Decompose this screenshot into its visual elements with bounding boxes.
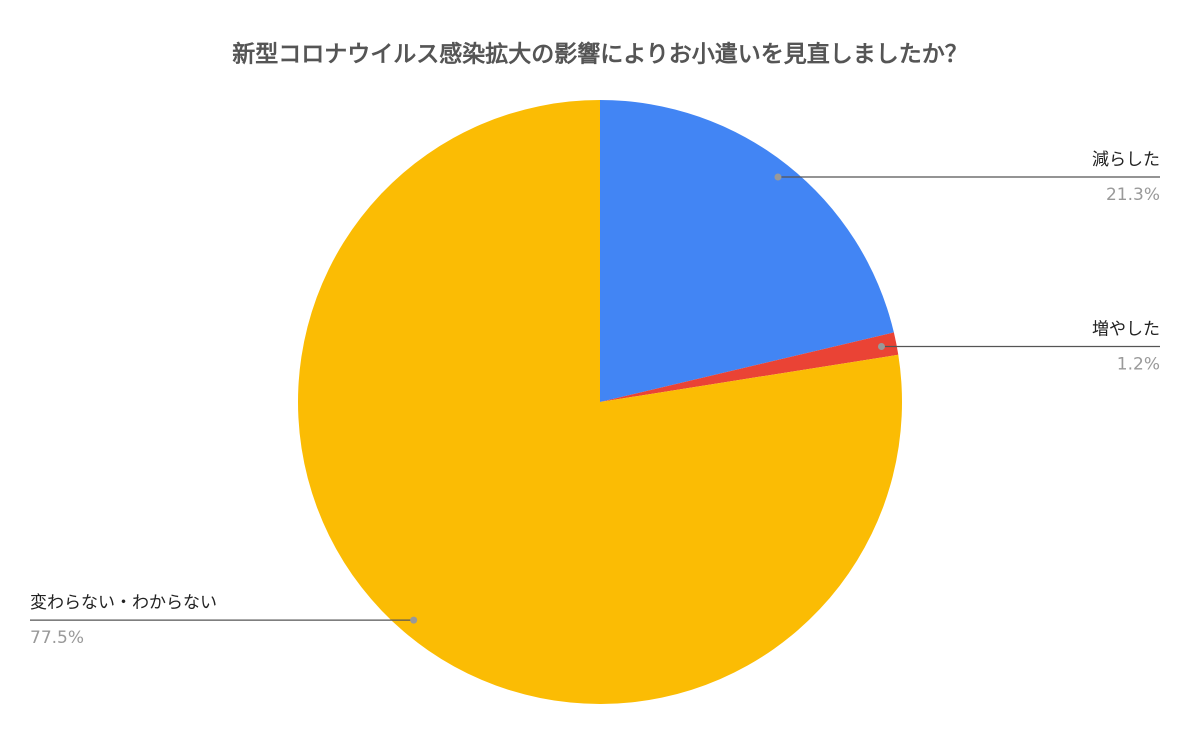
chart-title: 新型コロナウイルス感染拡大の影響によりお小遣いを見直しましたか？ — [232, 41, 968, 68]
legend-label: 増やした — [1092, 319, 1160, 339]
value-label: 77.5% — [30, 628, 84, 648]
leader-dot — [877, 342, 885, 350]
legend-label: 変わらない・わからない — [30, 593, 217, 613]
pie-slice — [600, 100, 894, 402]
value-label: 1.2% — [1117, 354, 1160, 374]
pie-slice — [600, 332, 899, 402]
value-label: 21.3% — [1106, 185, 1160, 205]
pie-slice — [298, 100, 902, 704]
leader-dot — [410, 616, 418, 624]
leader-dot — [774, 173, 782, 181]
legend-label: 減らした — [1092, 150, 1160, 170]
